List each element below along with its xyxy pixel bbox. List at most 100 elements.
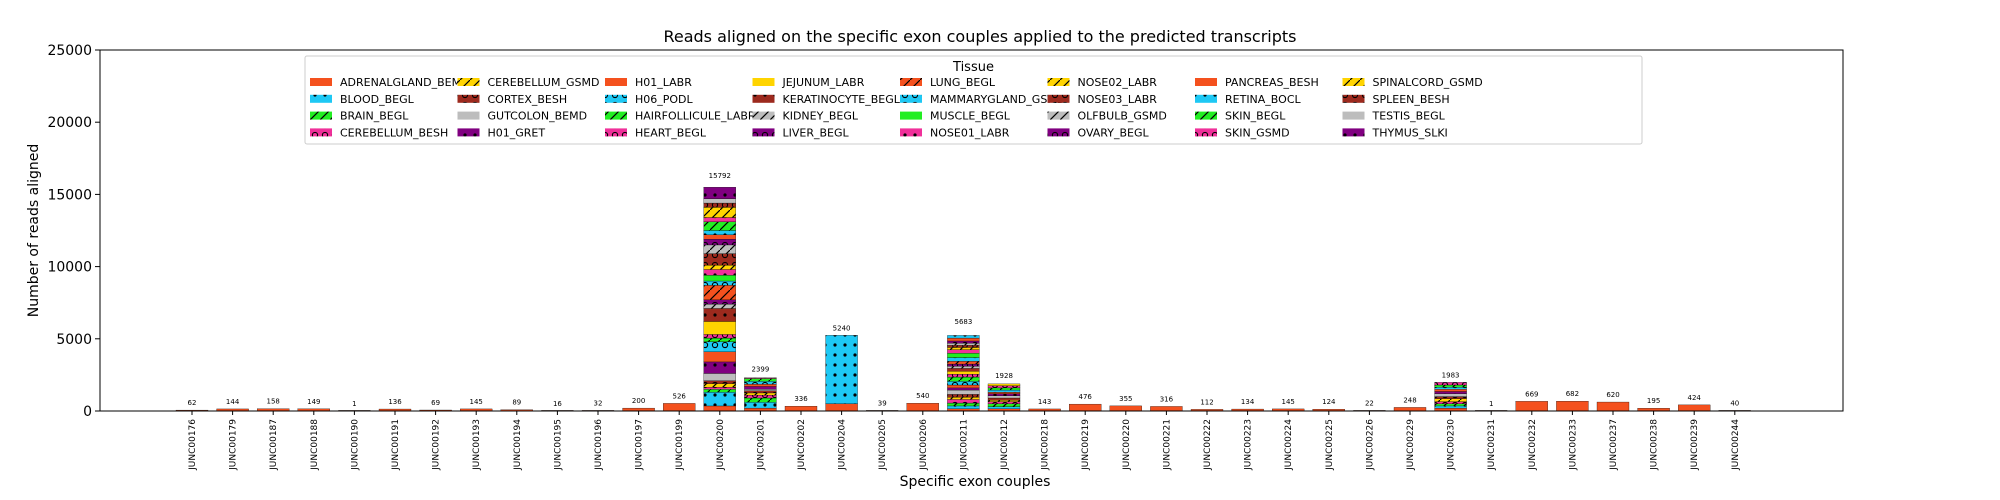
bar-segment xyxy=(947,368,980,372)
bar-segment xyxy=(947,405,980,409)
bar-segment xyxy=(825,403,858,412)
legend-label: RETINA_BOCL xyxy=(1225,93,1302,106)
bar-segment xyxy=(703,308,736,322)
legend-item: H01_LABR xyxy=(605,76,692,89)
x-axis-ticks: JUNC00176 JUNC00179 JUNC00187 JUNC00188 JUNC… xyxy=(188,411,1741,471)
y-axis-ticks: 0 5000 10000 15000 20000 25000 xyxy=(47,43,100,420)
x-tick-label: JUNC00188 xyxy=(310,419,320,471)
bar-total-label: 124 xyxy=(1322,398,1336,406)
legend-swatch xyxy=(605,111,627,120)
legend-swatch xyxy=(900,78,922,86)
bar-segment xyxy=(1434,405,1467,409)
bar-segment xyxy=(947,374,980,378)
legend-swatch xyxy=(752,111,775,120)
bar-total-label: 1 xyxy=(1489,400,1493,408)
bar-segment xyxy=(744,384,777,387)
bar-segment xyxy=(663,403,696,412)
legend-swatch xyxy=(310,78,332,86)
bar-total-label: 149 xyxy=(307,398,320,406)
x-tick-label: JUNC00196 xyxy=(594,419,604,471)
legend-label: KIDNEY_BEGL xyxy=(783,110,859,123)
legend-label: H01_GRET xyxy=(488,126,546,139)
bar-segment xyxy=(1434,396,1467,399)
bar-segment xyxy=(744,381,777,385)
legend-item: CEREBELLUM_GSMD xyxy=(457,76,600,89)
legend-item: GUTCOLON_BEMD xyxy=(457,110,587,123)
x-tick-label: JUNC00211 xyxy=(959,419,969,471)
bar-JUNC00229 xyxy=(1393,407,1427,412)
x-tick-label: JUNC00176 xyxy=(188,419,198,471)
bar-segment xyxy=(947,335,980,339)
bar-JUNC00237 xyxy=(1596,401,1630,412)
bar-total-label: 69 xyxy=(431,399,440,407)
legend-label: MUSCLE_BEGL xyxy=(930,110,1011,123)
x-tick-label: JUNC00238 xyxy=(1650,419,1660,471)
legend-swatch xyxy=(900,128,922,137)
bar-segment xyxy=(744,402,777,409)
bar-segment xyxy=(703,253,736,266)
legend-swatch xyxy=(1195,128,1217,137)
bar-segment xyxy=(703,285,736,300)
bar-segment xyxy=(703,230,736,235)
bar-segment xyxy=(947,381,980,386)
bar-segment xyxy=(1434,391,1467,394)
legend-swatch xyxy=(1342,111,1365,120)
legend-item: RETINA_BOCL xyxy=(1195,93,1302,106)
y-axis-label: Number of reads aligned xyxy=(26,144,42,318)
bar-JUNC00202 xyxy=(784,405,818,412)
bar-total-label: 112 xyxy=(1200,398,1213,406)
legend-label: MAMMARYGLAND_GSMD xyxy=(930,93,1065,106)
bar-total-label: 134 xyxy=(1241,398,1255,406)
bar-segment xyxy=(703,244,736,254)
bar-segment xyxy=(947,337,980,342)
bar-total-label: 195 xyxy=(1647,397,1660,405)
x-tick-label: JUNC00225 xyxy=(1325,419,1335,471)
x-tick-label: JUNC00199 xyxy=(675,419,685,471)
x-tick-label: JUNC00224 xyxy=(1284,419,1294,471)
bar-segment xyxy=(987,383,1021,386)
bar-total-label: 39 xyxy=(878,399,887,407)
bar-segment xyxy=(987,387,1021,391)
bar-JUNC00212 xyxy=(987,383,1021,412)
legend-label: SPLEEN_BESH xyxy=(1373,93,1450,106)
bar-segment xyxy=(947,353,980,358)
bar-segment xyxy=(703,361,736,374)
bar-total-label: 248 xyxy=(1403,396,1416,404)
bar-segment xyxy=(744,377,777,379)
x-tick-label: JUNC00195 xyxy=(553,419,563,471)
legend-label: CEREBELLUM_GSMD xyxy=(488,76,600,89)
bar-total-label: 526 xyxy=(673,392,687,400)
y-tick-label: 0 xyxy=(83,404,92,420)
x-tick-label: JUNC00218 xyxy=(1041,419,1051,471)
bar-segment xyxy=(947,371,980,375)
legend-item: ADRENALGLAND_BEMD xyxy=(310,76,470,89)
bar-segment xyxy=(947,342,980,346)
x-tick-label: JUNC00197 xyxy=(635,419,645,471)
legend-label: H06_PODL xyxy=(635,93,694,106)
x-axis-label: Specific exon couples xyxy=(900,474,1051,490)
x-tick-label: JUNC00201 xyxy=(756,419,766,471)
legend-item: TESTIS_BEGL xyxy=(1342,110,1446,123)
legend-item: MAMMARYGLAND_GSMD xyxy=(900,93,1065,106)
bar-total-label: 1983 xyxy=(1442,371,1460,379)
legend-swatch xyxy=(752,78,775,86)
bar-segment xyxy=(1109,405,1142,412)
legend-item: H06_PODL xyxy=(605,93,694,106)
chart-title: Reads aligned on the specific exon coupl… xyxy=(663,27,1296,46)
legend-swatch xyxy=(1342,128,1365,137)
bar-segment xyxy=(703,207,736,218)
legend-item: H01_GRET xyxy=(457,126,546,139)
bar-total-label: 476 xyxy=(1079,393,1093,401)
bar-segment xyxy=(1434,398,1467,402)
bar-total-label: 424 xyxy=(1688,394,1702,402)
legend-label: ADRENALGLAND_BEMD xyxy=(340,76,470,89)
bar-segment xyxy=(703,280,736,286)
bar-segment xyxy=(947,394,980,398)
bar-segment xyxy=(987,395,1021,399)
legend-label: OLFBULB_GSMD xyxy=(1078,110,1167,123)
bar-segment xyxy=(987,406,1021,409)
legend-label: NOSE02_LABR xyxy=(1078,76,1158,89)
legend-swatch xyxy=(1342,78,1365,86)
x-tick-label: JUNC00233 xyxy=(1568,419,1578,471)
